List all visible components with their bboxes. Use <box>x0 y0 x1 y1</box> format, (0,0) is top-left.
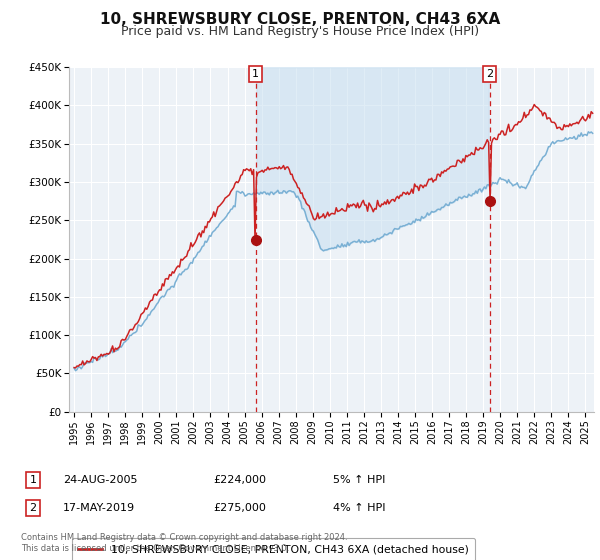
Text: £275,000: £275,000 <box>213 503 266 513</box>
Text: 4% ↑ HPI: 4% ↑ HPI <box>333 503 386 513</box>
Text: 5% ↑ HPI: 5% ↑ HPI <box>333 475 385 485</box>
Text: 24-AUG-2005: 24-AUG-2005 <box>63 475 137 485</box>
Text: Price paid vs. HM Land Registry's House Price Index (HPI): Price paid vs. HM Land Registry's House … <box>121 25 479 38</box>
Text: 1: 1 <box>252 69 259 79</box>
Text: 2: 2 <box>29 503 37 513</box>
Legend: 10, SHREWSBURY CLOSE, PRENTON, CH43 6XA (detached house), HPI: Average price, de: 10, SHREWSBURY CLOSE, PRENTON, CH43 6XA … <box>72 538 475 560</box>
Text: 10, SHREWSBURY CLOSE, PRENTON, CH43 6XA: 10, SHREWSBURY CLOSE, PRENTON, CH43 6XA <box>100 12 500 27</box>
Text: £224,000: £224,000 <box>213 475 266 485</box>
Text: 2: 2 <box>486 69 493 79</box>
Text: 17-MAY-2019: 17-MAY-2019 <box>63 503 135 513</box>
Text: 1: 1 <box>29 475 37 485</box>
Text: Contains HM Land Registry data © Crown copyright and database right 2024.
This d: Contains HM Land Registry data © Crown c… <box>21 533 347 553</box>
